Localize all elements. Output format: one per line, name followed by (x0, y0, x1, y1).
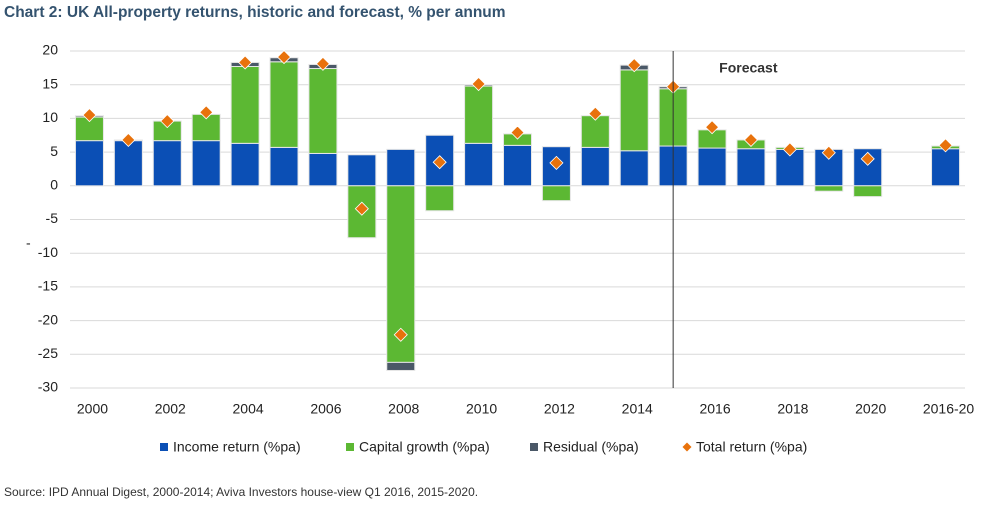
total-marker (510, 125, 525, 140)
total-marker (627, 58, 642, 73)
x-tick-label: 2016 (699, 401, 730, 417)
bar-segment (308, 152, 338, 187)
y-tick-label: 15 (42, 75, 58, 91)
y-tick-label: -5 (46, 210, 59, 226)
bar-segment (386, 148, 416, 187)
y-tick-label: 0 (50, 177, 58, 193)
total-marker (238, 55, 253, 70)
legend-label: Capital growth (%pa) (359, 439, 490, 455)
x-tick-label: 2000 (77, 401, 108, 417)
bar-segment (191, 140, 221, 187)
x-tick-label: 2006 (310, 401, 341, 417)
bar-segment (230, 142, 260, 187)
x-tick-label: 2020 (855, 401, 886, 417)
bar-segment (619, 150, 649, 187)
legend-label: Income return (%pa) (173, 439, 301, 455)
bar-segment (74, 140, 104, 187)
bar-segment (580, 146, 610, 187)
total-marker (82, 107, 97, 123)
legend-swatch (346, 443, 354, 451)
legend-swatch (530, 443, 538, 451)
bar-segment (736, 148, 766, 187)
y-tick-label: -15 (38, 278, 58, 294)
x-tick-label: 2014 (622, 401, 653, 417)
source: Source: IPD Annual Digest, 2000-2014; Av… (4, 485, 478, 499)
bar-segment (814, 185, 844, 192)
x-tick-label: 2002 (155, 401, 186, 417)
bar-segment (269, 146, 299, 187)
total-marker (860, 151, 875, 166)
y-tick-label: -10 (38, 244, 58, 260)
x-tick-label: 2016-20 (923, 401, 975, 417)
total-marker (276, 50, 292, 65)
bar-segment (425, 185, 455, 212)
y-tick-label: 5 (50, 143, 58, 159)
bar-segment (152, 140, 182, 187)
total-marker (704, 120, 720, 135)
x-tick-label: 2012 (544, 401, 575, 417)
bar-segment (619, 69, 649, 152)
y-tick-label: 10 (42, 109, 58, 125)
total-marker (199, 105, 214, 120)
total-marker (121, 132, 136, 148)
y-tick-label: -25 (38, 345, 58, 361)
total-marker (160, 114, 175, 129)
total-marker (938, 138, 953, 153)
x-tick-label: 2018 (777, 401, 808, 417)
bar-segment (697, 147, 727, 187)
legend-swatch (682, 442, 692, 452)
bar-segment (230, 66, 260, 144)
annotation: Forecast (719, 60, 778, 76)
y-tick-label: -30 (38, 379, 58, 395)
total-marker (315, 56, 331, 71)
y-tick-label: 20 (42, 42, 58, 58)
total-marker (471, 76, 486, 92)
total-marker (432, 155, 447, 170)
legend-swatch (160, 443, 168, 451)
bar-segment (541, 185, 571, 202)
legend-label: Residual (%pa) (543, 439, 639, 455)
total-marker (393, 327, 408, 342)
total-marker (588, 106, 603, 121)
chart-title: Chart 2: UK All-property returns, histor… (4, 4, 506, 21)
bar-segment (347, 154, 377, 187)
bar-segment (464, 85, 494, 144)
legend-label: Total return (%pa) (696, 439, 807, 455)
bar-segment (931, 148, 961, 187)
y-axis-label: - (26, 235, 31, 251)
total-marker (782, 142, 797, 157)
bar-segment (113, 140, 143, 187)
bar-segment (464, 142, 494, 187)
bar-segment (269, 61, 299, 148)
bar-segment (503, 144, 532, 187)
bar-segment (308, 68, 338, 154)
total-marker (549, 155, 564, 170)
x-tick-label: 2008 (388, 401, 419, 417)
total-marker (743, 132, 759, 148)
y-tick-label: -20 (38, 311, 58, 327)
total-marker (821, 145, 836, 160)
x-tick-label: 2004 (233, 401, 264, 417)
total-marker (354, 201, 369, 216)
bar-segment (386, 361, 416, 371)
bar-segment (853, 185, 883, 198)
x-tick-label: 2010 (466, 401, 497, 417)
